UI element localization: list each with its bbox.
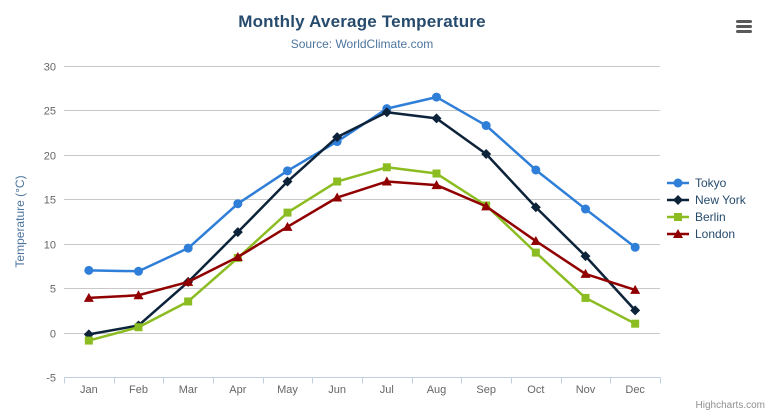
data-point-new-york[interactable] <box>381 107 392 118</box>
data-point-tokyo[interactable] <box>233 199 243 209</box>
legend-marker-diamond-icon <box>667 195 689 205</box>
legend-item-label: Berlin <box>695 210 726 224</box>
data-point-new-york[interactable] <box>431 113 442 124</box>
y-axis-label: 20 <box>44 151 56 163</box>
data-point-london[interactable] <box>83 292 94 302</box>
data-point-berlin[interactable] <box>184 297 193 306</box>
x-axis-label: Apr <box>229 384 246 396</box>
legend-marker-circle-icon <box>667 178 689 188</box>
x-axis-label: Jul <box>380 384 394 396</box>
legend-item-london[interactable]: London <box>666 227 746 241</box>
data-point-new-york[interactable] <box>232 227 243 238</box>
data-point-tokyo[interactable] <box>630 242 640 252</box>
x-axis-label: Oct <box>527 384 544 396</box>
data-point-london[interactable] <box>530 236 541 246</box>
data-point-berlin[interactable] <box>134 323 143 332</box>
data-point-berlin[interactable] <box>333 177 342 186</box>
y-axis-label: 30 <box>44 62 56 74</box>
x-axis-label: Sep <box>476 384 496 396</box>
data-point-new-york[interactable] <box>481 148 492 159</box>
data-point-new-york[interactable] <box>530 202 541 213</box>
data-point-london[interactable] <box>481 201 492 211</box>
x-axis-label: Aug <box>427 384 447 396</box>
data-point-new-york[interactable] <box>580 251 591 262</box>
series-line-tokyo <box>87 95 637 273</box>
x-axis-label: Feb <box>129 384 148 396</box>
export-menu-button[interactable] <box>733 17 755 35</box>
data-point-berlin[interactable] <box>382 163 391 172</box>
data-point-london[interactable] <box>431 180 442 190</box>
x-axis-label: Mar <box>179 384 198 396</box>
chart-subtitle: Source: WorldClimate.com <box>290 37 434 51</box>
x-axis-label: Jan <box>80 384 98 396</box>
data-point-tokyo[interactable] <box>84 265 94 275</box>
data-point-london[interactable] <box>381 176 392 186</box>
series-london <box>83 176 641 302</box>
data-point-london[interactable] <box>183 276 194 286</box>
x-axis-label: May <box>277 384 298 396</box>
y-axis-label: 0 <box>50 329 56 341</box>
x-axis-label: Dec <box>625 384 645 396</box>
data-point-berlin[interactable] <box>581 293 590 302</box>
legend-item-label: New York <box>695 193 746 207</box>
data-point-london[interactable] <box>580 268 591 278</box>
data-point-new-york[interactable] <box>630 305 641 316</box>
data-point-berlin[interactable] <box>631 319 640 328</box>
legend-item-label: London <box>695 227 736 241</box>
data-point-london[interactable] <box>282 221 293 231</box>
y-axis-title: Temperature (°C) <box>13 175 27 267</box>
series-line-new-york <box>87 110 637 336</box>
data-point-tokyo[interactable] <box>581 204 590 214</box>
legend-item-label: Tokyo <box>695 176 727 190</box>
highcharts-credit-link[interactable]: Highcharts.com <box>695 400 765 411</box>
data-point-tokyo[interactable] <box>531 165 541 175</box>
series-line-berlin <box>87 166 637 342</box>
series-line-london <box>87 180 637 300</box>
legend: Tokyo New York Berlin London <box>666 176 746 241</box>
y-axis-label: 10 <box>44 240 56 252</box>
data-point-tokyo[interactable] <box>481 121 491 131</box>
data-point-tokyo[interactable] <box>134 266 143 276</box>
y-axis-label: 15 <box>44 195 56 207</box>
data-point-tokyo[interactable] <box>432 92 441 102</box>
series-new-york <box>83 107 641 340</box>
data-point-london[interactable] <box>332 192 343 202</box>
legend-marker-square-icon <box>667 213 689 221</box>
hamburger-icon <box>733 19 755 33</box>
data-point-berlin[interactable] <box>531 248 540 257</box>
legend-item-new-york[interactable]: New York <box>666 193 746 207</box>
data-point-berlin[interactable] <box>283 208 292 217</box>
data-point-london[interactable] <box>630 284 641 294</box>
data-point-tokyo[interactable] <box>283 166 292 176</box>
legend-item-tokyo[interactable]: Tokyo <box>666 176 746 190</box>
data-point-berlin[interactable] <box>432 169 441 178</box>
legend-item-berlin[interactable]: Berlin <box>666 210 746 224</box>
y-axis-label: 25 <box>44 106 56 118</box>
chart-title: Monthly Average Temperature <box>238 12 486 31</box>
data-point-london[interactable] <box>232 252 243 262</box>
data-point-tokyo[interactable] <box>183 243 193 253</box>
legend-marker-triangle-icon <box>667 229 689 238</box>
series-tokyo <box>84 92 640 276</box>
y-axis-label: -5 <box>46 373 56 385</box>
data-point-berlin[interactable] <box>84 336 93 345</box>
x-axis-label: Nov <box>576 384 596 396</box>
x-axis-label: Jun <box>328 384 346 396</box>
data-point-new-york[interactable] <box>332 132 343 143</box>
y-axis-label: 5 <box>50 284 56 296</box>
data-point-new-york[interactable] <box>282 176 293 187</box>
data-point-london[interactable] <box>133 290 144 300</box>
